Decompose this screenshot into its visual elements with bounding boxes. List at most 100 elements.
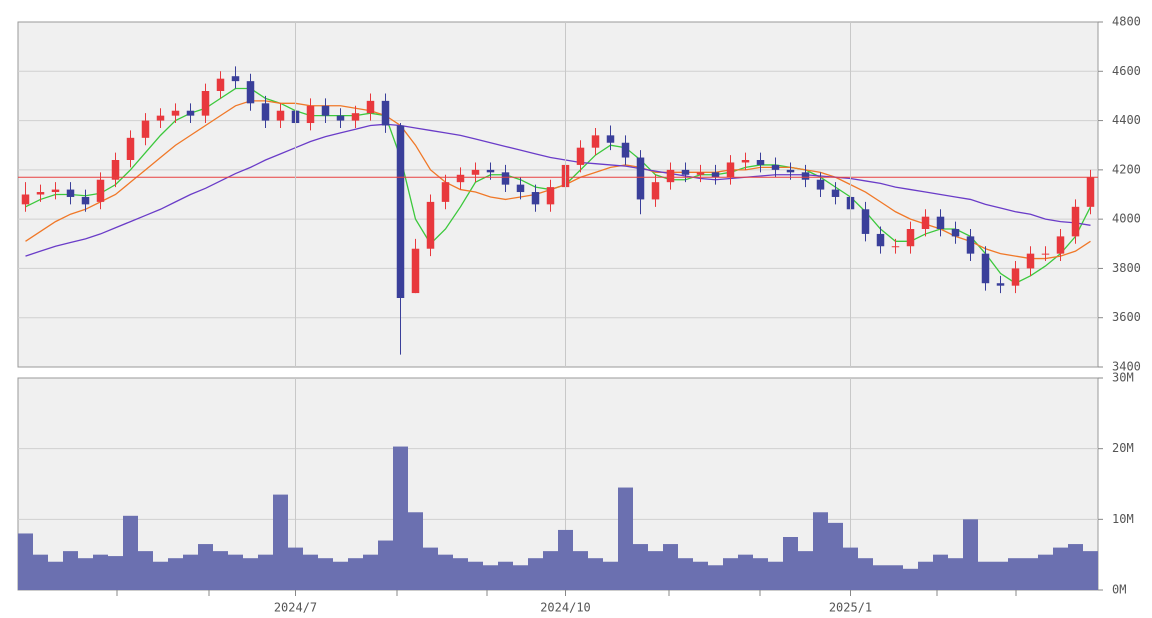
volume-bar xyxy=(78,558,93,590)
candle-body xyxy=(81,196,90,205)
candle-body xyxy=(1056,236,1065,254)
y-tick-label: 0M xyxy=(1112,583,1126,597)
candle-body xyxy=(831,189,840,197)
candle-body xyxy=(861,209,870,234)
volume-bar xyxy=(33,554,48,590)
candle-body xyxy=(606,135,615,143)
y-tick-label: 20M xyxy=(1112,441,1134,455)
volume-bar xyxy=(378,540,393,590)
volume-bar xyxy=(903,568,918,590)
volume-bar xyxy=(108,556,123,590)
candle-body xyxy=(951,229,960,237)
candle-body xyxy=(771,164,780,170)
candle-body xyxy=(726,162,735,178)
candle-body xyxy=(156,115,165,121)
candle-body xyxy=(411,248,420,294)
candle-body xyxy=(1026,253,1035,269)
volume-bar xyxy=(228,554,243,590)
candle-body xyxy=(126,137,135,160)
candle-body xyxy=(261,103,270,121)
candle-body xyxy=(426,201,435,249)
volume-bar xyxy=(558,529,573,590)
x-tick-label: 2024/10 xyxy=(540,601,591,615)
volume-bar xyxy=(888,565,903,590)
minor-ticks xyxy=(116,590,1017,596)
candle-body xyxy=(891,246,900,248)
volume-bar xyxy=(813,512,828,590)
volume-bar xyxy=(1083,551,1098,590)
y-tick-label: 4000 xyxy=(1112,212,1141,226)
candle-body xyxy=(546,187,555,205)
candle-body xyxy=(1086,177,1095,207)
candle-body xyxy=(516,184,525,193)
candle-body xyxy=(396,125,405,298)
volume-bar xyxy=(723,558,738,590)
candle-body xyxy=(576,147,585,165)
candle-body xyxy=(966,236,975,254)
volume-bar xyxy=(183,554,198,590)
candle-body xyxy=(756,160,765,165)
volume-bar xyxy=(393,446,408,590)
volume-bar xyxy=(678,558,693,590)
candle-body xyxy=(171,110,180,116)
candle-body xyxy=(486,169,495,173)
candle-body xyxy=(801,172,810,180)
volume-bar xyxy=(138,551,153,590)
candle-body xyxy=(96,179,105,202)
y-tick-label: 4400 xyxy=(1112,113,1141,127)
candle-body xyxy=(1071,206,1080,237)
candle-body xyxy=(636,157,645,200)
volume-bar xyxy=(993,561,1008,590)
volume-bar xyxy=(243,558,258,590)
volume-bar xyxy=(633,544,648,590)
candle-body xyxy=(201,91,210,116)
x-tick-label: 2024/7 xyxy=(274,601,317,615)
candle-body xyxy=(456,174,465,183)
volume-bar xyxy=(963,519,978,590)
volume-bar xyxy=(63,551,78,590)
candle-body xyxy=(981,253,990,284)
y-tick-label: 30M xyxy=(1112,371,1134,385)
volume-bar xyxy=(828,522,843,590)
candle-body xyxy=(876,233,885,247)
candle-body xyxy=(216,78,225,91)
volume-bar xyxy=(1023,558,1038,590)
candle-body xyxy=(816,179,825,190)
volume-bar xyxy=(618,487,633,590)
volume-bar xyxy=(648,551,663,590)
candle-body xyxy=(321,105,330,116)
candle-body xyxy=(231,76,240,82)
candle-body xyxy=(681,169,690,175)
candle-body xyxy=(1041,253,1050,255)
candle-body xyxy=(351,113,360,121)
candle-body xyxy=(906,229,915,247)
candle-body xyxy=(471,169,480,175)
volume-bar xyxy=(453,558,468,590)
volume-bar xyxy=(543,551,558,590)
volume-bar xyxy=(843,547,858,590)
candle-body xyxy=(111,160,120,180)
volume-bar xyxy=(363,554,378,590)
price-panel xyxy=(17,21,1099,368)
candle-body xyxy=(141,120,150,138)
candle-body xyxy=(996,283,1005,286)
volume-bar xyxy=(48,561,63,590)
volume-bar xyxy=(408,512,423,590)
candle-body xyxy=(336,115,345,121)
volume-bar xyxy=(858,558,873,590)
volume-bar xyxy=(168,558,183,590)
candle-body xyxy=(711,172,720,178)
candle-body xyxy=(531,192,540,205)
candle-body xyxy=(246,81,255,104)
volume-bar xyxy=(288,547,303,590)
y-tick-label: 4800 xyxy=(1112,15,1141,29)
candle-body xyxy=(441,182,450,202)
candle-body xyxy=(666,169,675,183)
volume-bar xyxy=(348,558,363,590)
volume-bar xyxy=(303,554,318,590)
y-tick-label: 4600 xyxy=(1112,64,1141,78)
volume-bar xyxy=(153,561,168,590)
candle-body xyxy=(651,182,660,200)
candle-body xyxy=(36,192,45,195)
volume-bar xyxy=(948,558,963,590)
